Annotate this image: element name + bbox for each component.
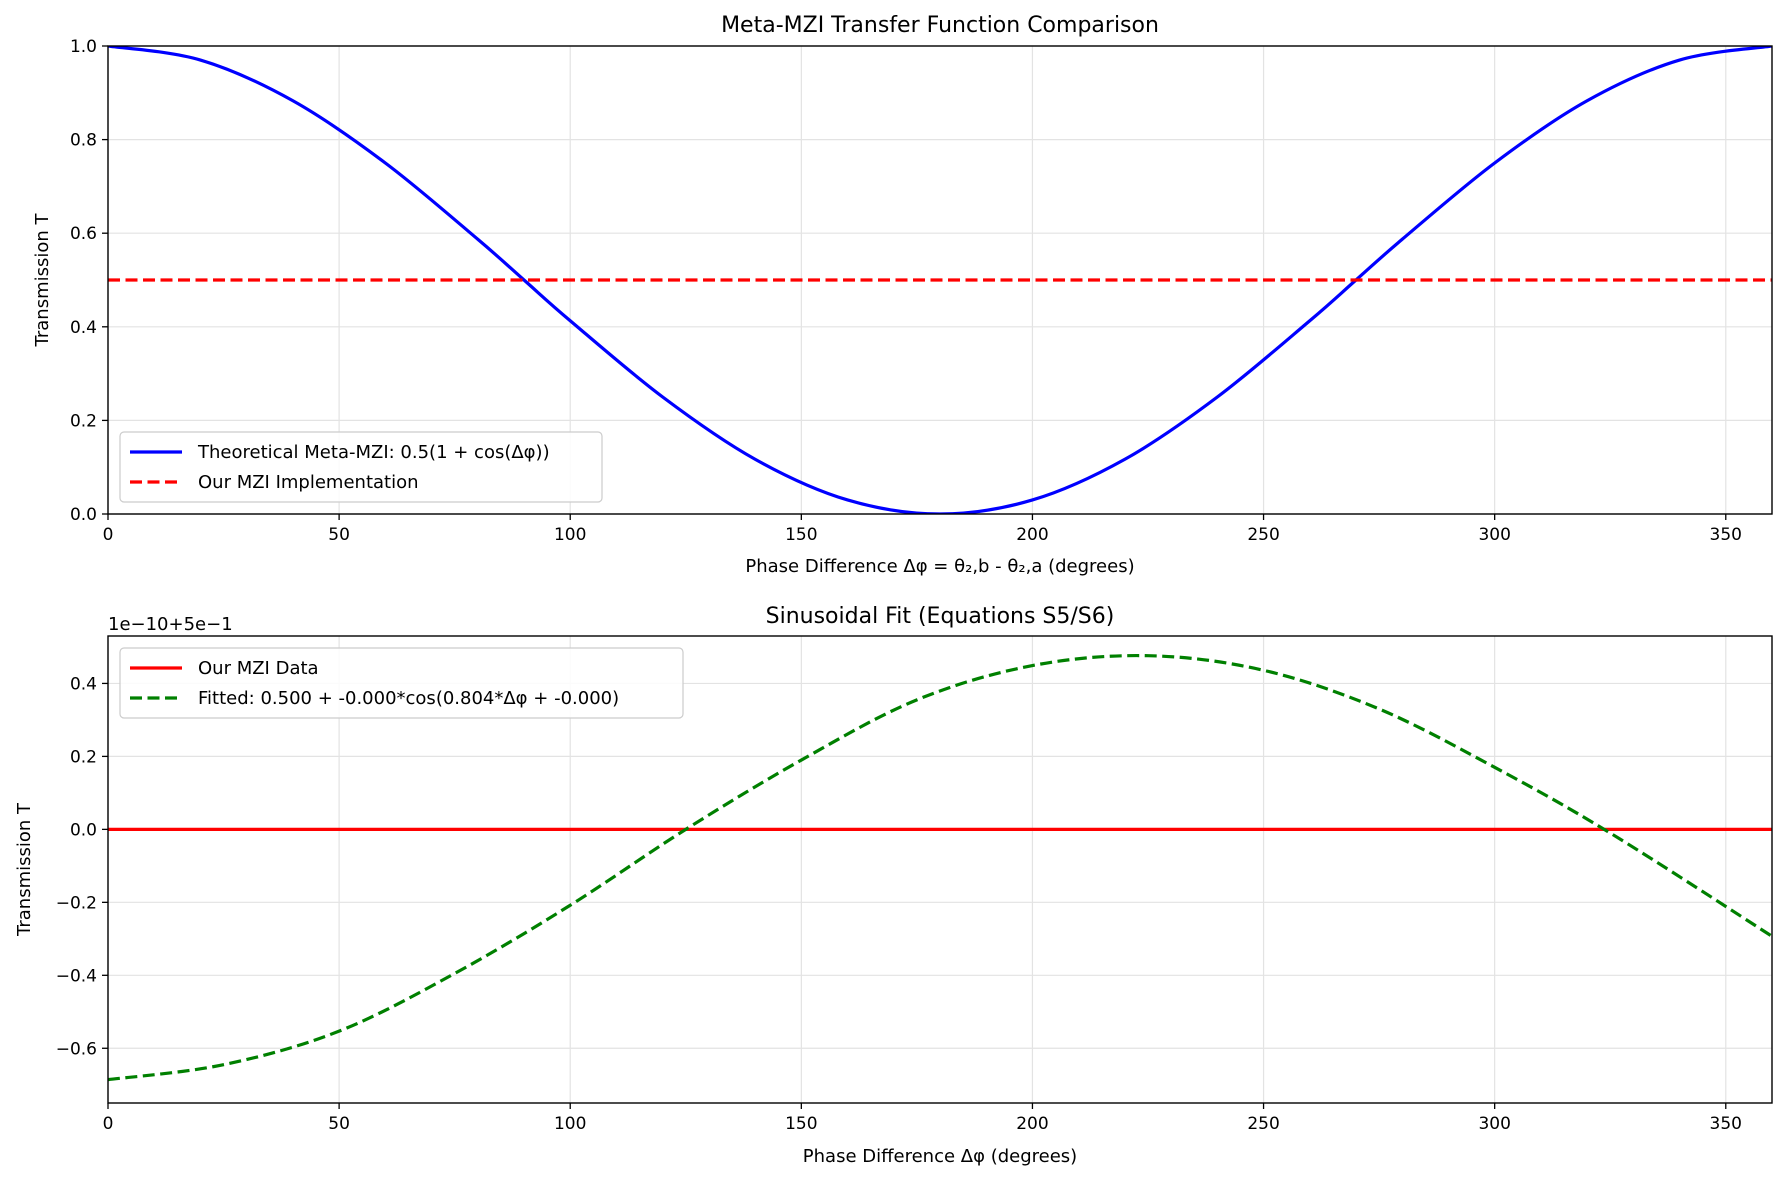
y-axis-label: Transmission T bbox=[32, 212, 53, 347]
y-tick-label: −0.6 bbox=[56, 1039, 97, 1059]
x-tick-label: 250 bbox=[1247, 1114, 1279, 1134]
legend-box bbox=[119, 431, 603, 503]
y-axis-label: Transmission T bbox=[14, 802, 35, 937]
legend-box bbox=[119, 647, 684, 719]
chart-title: Sinusoidal Fit (Equations S5/S6) bbox=[766, 604, 1115, 629]
axes-frame bbox=[107, 635, 1773, 1104]
legend: Theoretical Meta-MZI: 0.5(1 + cos(Δφ)) Ou… bbox=[119, 431, 603, 503]
y-tick-label: −0.2 bbox=[56, 893, 97, 913]
chart-title: Meta-MZI Transfer Function Comparison bbox=[721, 13, 1159, 38]
y-tick-label: 0.8 bbox=[70, 131, 97, 151]
x-axis-label: Phase Difference Δφ (degrees) bbox=[803, 1146, 1077, 1167]
y-tick-label: 1.0 bbox=[70, 37, 97, 57]
x-tick-label: 100 bbox=[554, 1114, 586, 1134]
x-tick-label: 200 bbox=[1016, 525, 1048, 545]
legend-label: Our MZI Data bbox=[198, 658, 319, 679]
legend-label: Our MZI Implementation bbox=[198, 472, 419, 493]
y-tick-label: −0.4 bbox=[56, 966, 97, 986]
x-tick-label: 200 bbox=[1016, 1114, 1048, 1134]
y-tick-label: 0.2 bbox=[70, 411, 97, 431]
series-line-1 bbox=[108, 46, 1772, 514]
y-tick-label: 0.0 bbox=[70, 505, 97, 525]
x-tick-label: 50 bbox=[328, 525, 350, 545]
y-tick-label: 0.0 bbox=[70, 820, 97, 840]
x-tick-label: 50 bbox=[328, 1114, 350, 1134]
x-tick-label: 0 bbox=[103, 525, 114, 545]
x-tick-label: 100 bbox=[554, 525, 586, 545]
y-tick-label: 0.4 bbox=[70, 674, 97, 694]
x-tick-label: 250 bbox=[1247, 525, 1279, 545]
series-group bbox=[108, 46, 1772, 514]
axes-frame bbox=[107, 45, 1773, 515]
subplot-2: 0 50 100 150 200 250 300 350 −0.6 −0.4 −0.2 0.0 0.2 0… bbox=[14, 604, 1773, 1167]
x-tick-label: 350 bbox=[1710, 525, 1742, 545]
x-tick-label: 300 bbox=[1478, 525, 1510, 545]
subplot-1: 0 50 100 150 200 250 300 350 0.0 0.2 0.4 0.6 0.8 1.0 M… bbox=[32, 13, 1773, 577]
y-tick-label: 0.6 bbox=[70, 224, 97, 244]
x-axis-label: Phase Difference Δφ = θ₂,b - θ₂,a (degre… bbox=[745, 556, 1134, 577]
x-tick-label: 150 bbox=[785, 1114, 817, 1134]
y-tick-label: 0.4 bbox=[70, 318, 97, 338]
x-tick-label: 350 bbox=[1710, 1114, 1742, 1134]
x-tick-label: 300 bbox=[1478, 1114, 1510, 1134]
legend: Our MZI Data Fitted: 0.500 + -0.000*cos(0… bbox=[119, 647, 684, 719]
x-tick-label: 150 bbox=[785, 525, 817, 545]
x-tick-label: 0 bbox=[103, 1114, 114, 1134]
series-group bbox=[108, 653, 1772, 1082]
y-tick-label: 0.2 bbox=[70, 747, 97, 767]
series-line-2 bbox=[108, 653, 1772, 1082]
legend-label: Fitted: 0.500 + -0.000*cos(0.804*Δφ + -0… bbox=[198, 688, 619, 709]
legend-label: Theoretical Meta-MZI: 0.5(1 + cos(Δφ)) bbox=[197, 442, 550, 463]
y-offset-label: 1e−10+5e−1 bbox=[108, 614, 233, 635]
